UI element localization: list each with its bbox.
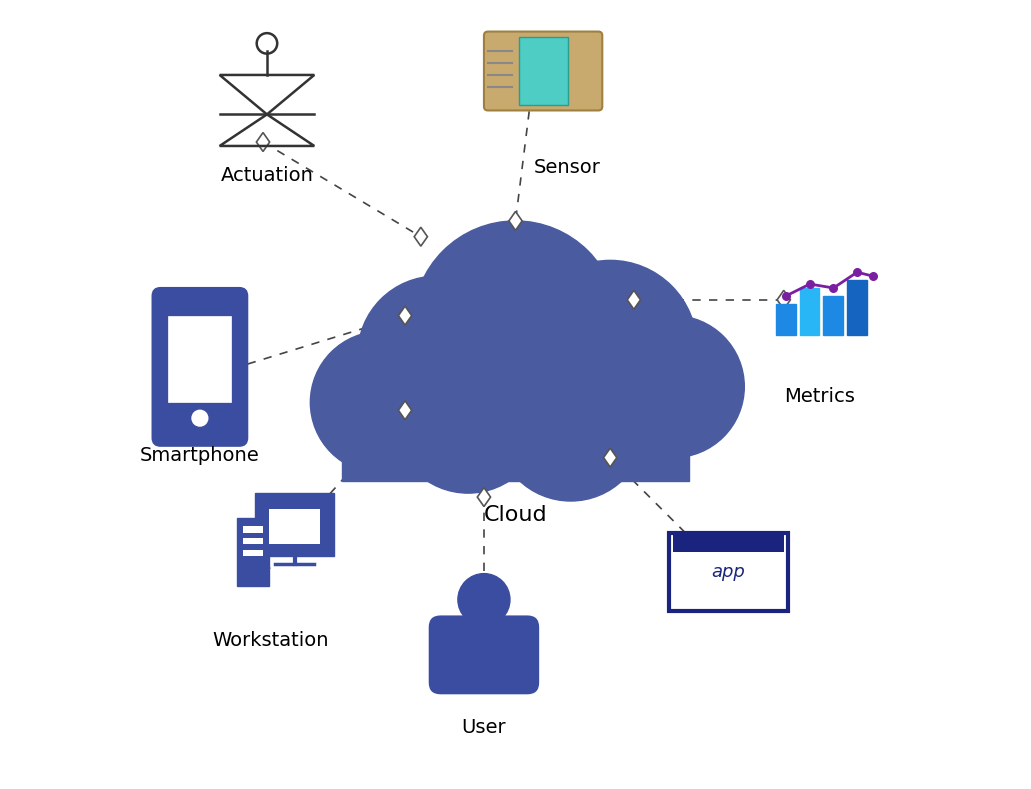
Text: Smartphone: Smartphone — [140, 446, 260, 465]
FancyBboxPatch shape — [255, 493, 334, 556]
Polygon shape — [477, 488, 491, 507]
FancyBboxPatch shape — [823, 296, 843, 335]
Polygon shape — [193, 369, 206, 388]
FancyBboxPatch shape — [669, 533, 788, 611]
Text: Cloud: Cloud — [484, 505, 547, 525]
Circle shape — [524, 260, 697, 434]
Polygon shape — [627, 290, 640, 309]
Polygon shape — [414, 227, 428, 246]
Polygon shape — [398, 306, 411, 325]
FancyBboxPatch shape — [799, 288, 820, 335]
Polygon shape — [714, 559, 727, 578]
Polygon shape — [525, 85, 538, 104]
Polygon shape — [398, 401, 411, 420]
Circle shape — [310, 331, 453, 473]
Point — [865, 270, 882, 282]
Point — [849, 266, 865, 279]
Text: app: app — [711, 563, 745, 581]
Circle shape — [413, 221, 618, 426]
FancyBboxPatch shape — [153, 288, 247, 446]
Point — [825, 282, 841, 294]
Text: Metrics: Metrics — [784, 387, 855, 406]
Circle shape — [458, 574, 510, 626]
Polygon shape — [477, 661, 491, 680]
Text: Workstation: Workstation — [212, 631, 329, 650]
FancyBboxPatch shape — [168, 316, 232, 402]
Text: Actuation: Actuation — [221, 166, 313, 185]
Text: User: User — [462, 718, 506, 737]
Polygon shape — [603, 448, 617, 467]
FancyBboxPatch shape — [673, 533, 784, 552]
Circle shape — [192, 410, 208, 426]
Point — [777, 290, 794, 302]
Circle shape — [358, 276, 516, 434]
Polygon shape — [257, 133, 270, 151]
FancyBboxPatch shape — [484, 32, 602, 110]
FancyBboxPatch shape — [846, 280, 867, 335]
FancyBboxPatch shape — [243, 538, 263, 544]
FancyBboxPatch shape — [519, 37, 568, 105]
Polygon shape — [509, 211, 522, 230]
Text: Sensor: Sensor — [533, 158, 600, 177]
Circle shape — [602, 316, 744, 458]
FancyBboxPatch shape — [342, 402, 689, 481]
FancyBboxPatch shape — [237, 518, 269, 586]
Circle shape — [393, 343, 543, 493]
Polygon shape — [257, 559, 270, 578]
Polygon shape — [777, 290, 791, 309]
Circle shape — [496, 351, 645, 501]
FancyBboxPatch shape — [269, 509, 320, 544]
FancyBboxPatch shape — [243, 550, 263, 556]
FancyBboxPatch shape — [776, 304, 796, 335]
FancyBboxPatch shape — [429, 615, 539, 694]
Point — [801, 278, 818, 290]
FancyBboxPatch shape — [243, 526, 263, 533]
